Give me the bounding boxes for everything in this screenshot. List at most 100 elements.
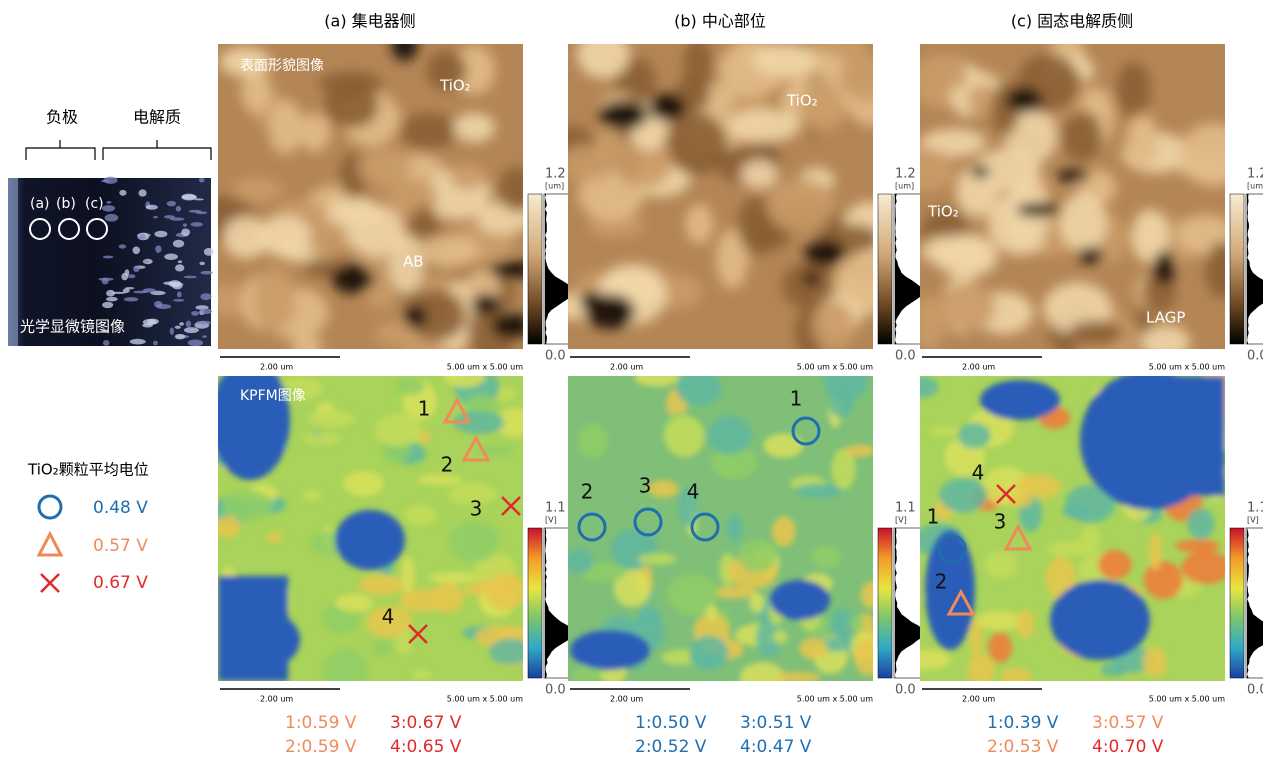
colorbar-unit: [V] xyxy=(1247,516,1259,525)
grain xyxy=(1177,214,1235,254)
grain xyxy=(309,227,348,261)
optical-spot xyxy=(146,205,158,210)
domain xyxy=(343,471,384,497)
grain xyxy=(1128,114,1158,168)
kpfm-label: KPFM图像 xyxy=(240,388,306,404)
scale-bar-label: 2.00 um xyxy=(962,363,995,372)
domain xyxy=(800,637,828,659)
domain xyxy=(485,574,527,610)
result-value: 2:0.59 V xyxy=(285,737,357,757)
optical-spot xyxy=(103,256,114,259)
optical-spot xyxy=(163,282,177,285)
grain xyxy=(766,178,835,232)
domain xyxy=(739,539,777,572)
optical-spot xyxy=(199,262,204,265)
optical-spot xyxy=(164,215,175,219)
grain xyxy=(684,36,712,99)
optical-spot xyxy=(181,228,190,235)
domain xyxy=(984,551,1017,579)
scale-bar-label: 2.00 um xyxy=(260,695,293,704)
annotation: TiO₂ xyxy=(927,203,959,221)
grain xyxy=(941,282,995,331)
column-title: (a) 集电器侧 xyxy=(324,12,415,31)
marker-number: 4 xyxy=(382,605,395,629)
scale-bar-label: 2.00 um xyxy=(260,363,293,372)
pit xyxy=(1056,170,1090,182)
optical-spot xyxy=(130,339,146,345)
bracket xyxy=(103,140,211,160)
optical-spot xyxy=(191,311,199,316)
low-region xyxy=(1120,376,1225,496)
kpfm-image xyxy=(899,367,1232,688)
panel: (b) 中心部位TiO₂1.2[um]0.02.00 um5.00 um x 5… xyxy=(538,12,926,758)
marker-number: 4 xyxy=(687,480,700,504)
domain xyxy=(431,582,463,612)
marker-number: 1 xyxy=(418,397,431,421)
domain xyxy=(958,423,991,449)
pit xyxy=(1016,203,1060,218)
grain xyxy=(940,55,968,90)
scan-size: 5.00 um x 5.00 um xyxy=(447,363,523,372)
colorbar-unit: [um] xyxy=(895,182,914,191)
scale-bar-label: 2.00 um xyxy=(610,695,643,704)
optical-label: 电解质 xyxy=(133,108,181,127)
scan-size: 5.00 um x 5.00 um xyxy=(1149,363,1225,372)
topography-image xyxy=(897,33,1247,364)
grain xyxy=(299,113,330,152)
domain xyxy=(1000,668,1031,688)
legend-cross xyxy=(41,574,59,592)
domain xyxy=(772,516,796,547)
domain xyxy=(1142,647,1166,677)
optical-spot xyxy=(154,231,167,238)
optical-spot xyxy=(133,291,148,294)
domain xyxy=(396,378,425,395)
optical-spot xyxy=(199,178,205,182)
optical-spot xyxy=(177,291,182,297)
colorbar-unit: [um] xyxy=(545,182,564,191)
domain xyxy=(775,672,821,683)
optical-spot xyxy=(184,276,197,279)
colorbar xyxy=(878,528,892,678)
domain xyxy=(267,532,283,543)
pit xyxy=(1006,87,1043,113)
optical-spot xyxy=(153,216,158,218)
scan-size: 5.00 um x 5.00 um xyxy=(797,363,873,372)
domain xyxy=(664,416,704,457)
colorbar-max: 1.1 xyxy=(895,501,916,516)
marker-number: 2 xyxy=(441,453,454,477)
annotation: TiO₂ xyxy=(786,92,818,110)
domain xyxy=(904,376,939,397)
position-label: (a) xyxy=(30,196,50,212)
pit xyxy=(490,313,532,339)
grain xyxy=(812,301,855,351)
domain xyxy=(1047,542,1093,557)
optical-spot xyxy=(167,201,176,207)
optical-spot xyxy=(175,326,181,329)
grain xyxy=(685,204,713,244)
optical-spot xyxy=(119,244,126,248)
grain xyxy=(935,234,998,277)
result-value: 3:0.67 V xyxy=(390,713,462,733)
colorbar-min: 0.0 xyxy=(545,683,566,698)
legend-circle xyxy=(39,496,61,518)
legend-title: TiO₂颗粒平均电位 xyxy=(27,461,149,479)
pit xyxy=(331,265,374,294)
legend: TiO₂颗粒平均电位 0.48 V 0.57 V 0.67 V xyxy=(27,461,149,594)
optical-spot xyxy=(139,189,147,196)
domain xyxy=(638,554,676,565)
domain xyxy=(489,638,532,664)
domain xyxy=(676,371,722,406)
grain xyxy=(1179,123,1247,186)
optical-spot xyxy=(175,264,184,271)
domain xyxy=(359,575,404,595)
grain xyxy=(753,44,815,76)
domain xyxy=(707,416,751,455)
optical-spot xyxy=(139,234,145,240)
pit xyxy=(471,294,502,315)
optical-spot xyxy=(106,201,111,204)
colorbar-max: 1.1 xyxy=(1247,501,1263,516)
grain xyxy=(399,113,458,150)
optical-spot xyxy=(176,206,181,212)
kpfm-image xyxy=(209,360,536,690)
domain xyxy=(795,483,842,498)
